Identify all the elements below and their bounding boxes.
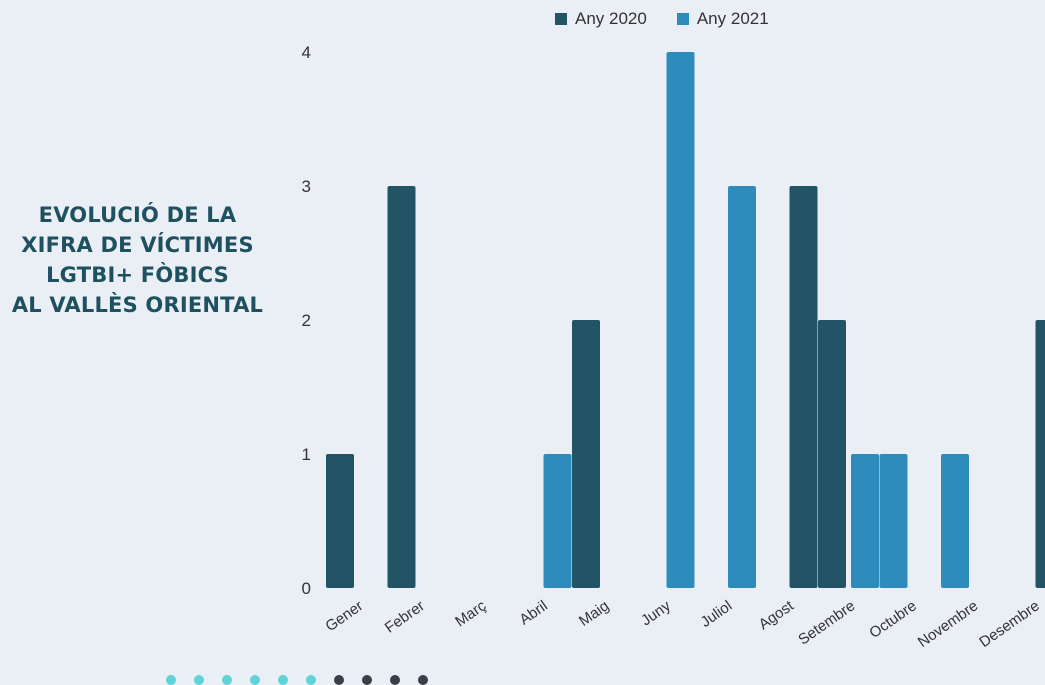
bar-any-2020 (818, 320, 846, 588)
decorative-dot (278, 675, 288, 685)
x-tick-label: Juny (638, 597, 674, 629)
x-tick-label: Març (452, 597, 489, 630)
bar-any-2020 (326, 454, 354, 588)
x-tick-label: Abril (516, 597, 550, 628)
x-tick-label: Desembre (976, 597, 1042, 651)
decorative-dot (334, 675, 344, 685)
bar-any-2021 (544, 454, 572, 588)
y-tick-label: 4 (302, 43, 311, 62)
x-tick-label: Octubre (866, 597, 919, 642)
y-tick-label: 0 (302, 579, 311, 598)
x-tick-label: Juliol (698, 597, 736, 631)
x-tick-label: Agost (756, 597, 798, 633)
decorative-dot (222, 675, 232, 685)
bar-any-2021 (667, 52, 695, 588)
decorative-dot (362, 675, 372, 685)
y-tick-label: 1 (302, 445, 311, 464)
decorative-dots (166, 675, 428, 685)
x-tick-label: Setembre (795, 597, 858, 648)
bar-any-2020 (790, 186, 818, 588)
x-tick-label: Maig (576, 597, 612, 630)
y-tick-label: 2 (302, 311, 311, 330)
decorative-dot (306, 675, 316, 685)
x-tick-label: Novembre (915, 597, 981, 651)
decorative-dot (418, 675, 428, 685)
decorative-dot (250, 675, 260, 685)
x-tick-label: Gener (322, 597, 366, 635)
bar-any-2020 (1036, 320, 1045, 588)
x-tick-label: Febrer (382, 597, 428, 636)
bar-any-2021 (851, 454, 879, 588)
bar-any-2020 (388, 186, 416, 588)
y-tick-label: 3 (302, 177, 311, 196)
decorative-dot (194, 675, 204, 685)
bar-any-2021 (941, 454, 969, 588)
decorative-dot (166, 675, 176, 685)
bar-any-2020 (572, 320, 600, 588)
bar-any-2021 (728, 186, 756, 588)
bar-any-2021 (880, 454, 908, 588)
decorative-dot (390, 675, 400, 685)
